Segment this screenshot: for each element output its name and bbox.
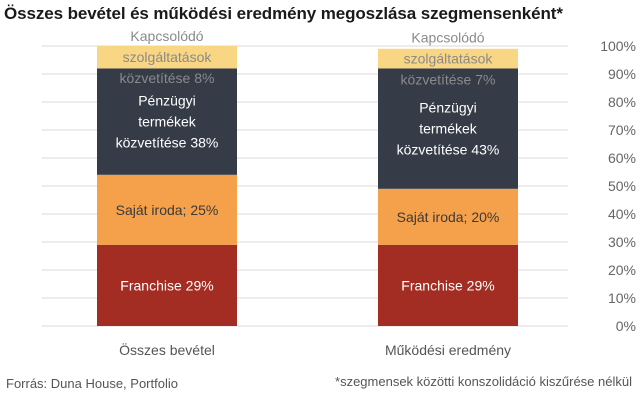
source-note: Forrás: Duna House, Portfolio	[6, 376, 178, 391]
x-tick-label: Működési eredmény	[385, 342, 511, 358]
y-tick-label: 30%	[608, 234, 636, 250]
y-tick-label: 80%	[608, 94, 636, 110]
data-label: Franchise 29%	[401, 277, 494, 293]
data-label: Pénzügyi	[138, 93, 196, 109]
data-label: Kapcsolódó	[130, 28, 203, 44]
data-label: szolgáltatások	[404, 51, 494, 67]
data-label: Franchise 29%	[120, 277, 213, 293]
data-label: Saját iroda; 25%	[116, 202, 219, 218]
x-axis-ticks: Összes bevétel Működési eredmény	[119, 341, 511, 358]
y-tick-label: 10%	[608, 290, 636, 306]
bar-labels: Franchise 29% Saját iroda; 25% Pénzügyi ter…	[116, 28, 500, 293]
data-label: közvetítése 43%	[397, 142, 500, 158]
y-axis-ticks: 0% 10% 20% 30% 40% 50% 60% 70% 80% 90% 100%	[600, 38, 636, 334]
y-tick-label: 100%	[600, 38, 636, 54]
bars	[97, 46, 518, 326]
y-tick-label: 0%	[616, 318, 636, 334]
bar-segment	[378, 68, 518, 189]
data-label: Saját iroda; 20%	[397, 209, 500, 225]
bar-segment	[97, 244, 237, 326]
chart-title: Összes bevétel és működési eredmény mego…	[4, 4, 563, 23]
y-tick-label: 70%	[608, 122, 636, 138]
data-label: termékek	[419, 121, 478, 137]
x-tick-label: Összes bevétel	[119, 341, 215, 358]
y-tick-label: 90%	[608, 66, 636, 82]
y-tick-label: 40%	[608, 206, 636, 222]
data-label: szolgáltatások	[123, 49, 213, 65]
data-label: közvetítése 7%	[401, 72, 496, 88]
bar-segment	[378, 48, 518, 69]
y-tick-label: 60%	[608, 150, 636, 166]
data-label: közvetítése 8%	[120, 70, 215, 86]
data-label: Kapcsolódó	[411, 30, 484, 46]
bar-segment	[378, 188, 518, 245]
data-label: közvetítése 38%	[116, 135, 219, 151]
bar-segment	[97, 46, 237, 69]
data-label: termékek	[138, 114, 197, 130]
y-tick-label: 20%	[608, 262, 636, 278]
data-label: Pénzügyi	[419, 100, 477, 116]
footnote: *szegmensek közötti konszolidáció kiszűr…	[335, 374, 632, 389]
bar-segment	[97, 174, 237, 245]
bar-segment	[378, 244, 518, 326]
bar-segment	[97, 68, 237, 175]
y-tick-label: 50%	[608, 178, 636, 194]
